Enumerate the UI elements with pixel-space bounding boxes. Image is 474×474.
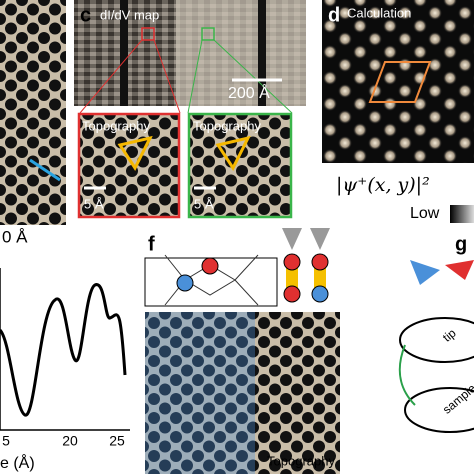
- profile-line: [29, 158, 61, 182]
- map-band: [258, 0, 266, 106]
- molecule: [445, 260, 474, 280]
- panel-label: c: [80, 4, 91, 26]
- green-box: [201, 27, 215, 41]
- minus-site: [176, 274, 194, 292]
- x-tick-label: 20: [62, 433, 78, 449]
- band-label: tip: [440, 326, 459, 345]
- red-box: [141, 27, 155, 41]
- triangle-marker: [117, 135, 153, 172]
- scale-label: 5 Å: [84, 196, 104, 211]
- topography-image: [0, 0, 66, 225]
- profile-curve: [0, 283, 127, 417]
- x-tick-label: 5: [2, 433, 10, 449]
- band-label: sample: [440, 381, 474, 417]
- scale-label: 5 Å: [194, 196, 214, 211]
- inset-image: [77, 112, 181, 219]
- calculation-image: [322, 0, 474, 163]
- colorbar-label: Low: [410, 205, 440, 222]
- plus-site: [201, 257, 219, 275]
- connector: [153, 39, 181, 114]
- tip-band: [399, 317, 474, 363]
- molecule: [410, 260, 440, 285]
- plus-site: [283, 285, 301, 303]
- arrow: [398, 344, 416, 406]
- connector: [213, 39, 293, 114]
- colorbar: [450, 205, 474, 223]
- panel-label: d: [328, 4, 340, 26]
- sample-band: [404, 387, 474, 433]
- panel-label: f: [148, 233, 155, 255]
- overlay: [145, 312, 255, 474]
- tips: [282, 228, 330, 250]
- panel-label: g: [455, 233, 467, 255]
- axes: [0, 268, 130, 431]
- connector: [187, 39, 203, 114]
- x-axis-label: e (Å): [0, 453, 35, 472]
- plus-site: [283, 253, 301, 271]
- plus-site: [311, 253, 329, 271]
- scale-label: 0 Å: [2, 227, 28, 246]
- inset-title: Topography: [82, 118, 150, 133]
- topography-image: [145, 312, 340, 474]
- map-band: [120, 0, 128, 106]
- scale-label: 200 Å: [228, 83, 270, 102]
- map-bright-region: [176, 0, 306, 106]
- inset-image: [187, 112, 293, 219]
- formula: |ψ⁺(x, y)|²: [336, 174, 430, 196]
- image-label: Topography: [267, 453, 335, 468]
- panel-title: Calculation: [347, 5, 411, 20]
- triangle-marker: [215, 135, 251, 172]
- unit-cell: [368, 61, 432, 103]
- x-tick-label: 25: [109, 433, 125, 449]
- panel-title: dI/dV map: [100, 7, 159, 22]
- minus-site: [311, 285, 329, 303]
- inset-title: Topography: [193, 118, 261, 133]
- connector: [79, 39, 143, 114]
